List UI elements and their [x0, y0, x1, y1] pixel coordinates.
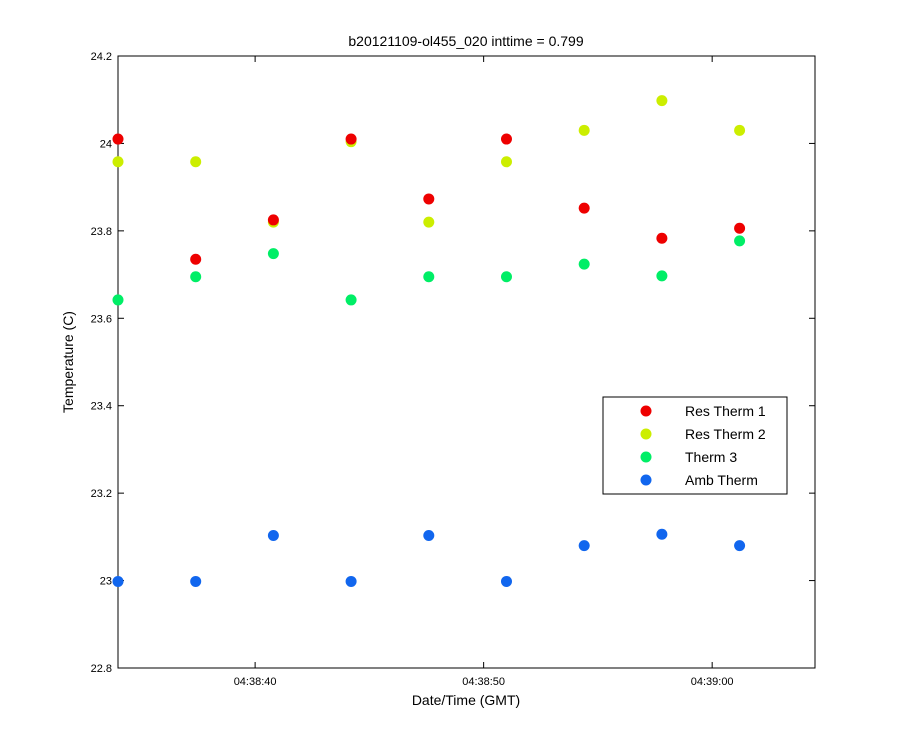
legend-marker-res-therm-2: [640, 428, 652, 440]
legend: Res Therm 1 Res Therm 2 Therm 3 Amb Ther…: [602, 396, 788, 495]
point-amb-therm: [190, 575, 202, 587]
y-tick-label: 23: [100, 576, 112, 588]
y-tick-label: 23.4: [91, 401, 112, 413]
x-axis-title: Date/Time (GMT): [412, 692, 520, 708]
legend-label-therm-3: Therm 3: [685, 449, 737, 465]
point-res-therm-2: [112, 156, 124, 168]
point-amb-therm: [578, 540, 590, 552]
point-res-therm-1: [423, 193, 435, 205]
point-res-therm-1: [345, 133, 357, 145]
point-res-therm-2: [423, 216, 435, 228]
legend-label-amb-therm: Amb Therm: [685, 472, 758, 488]
point-res-therm-1: [112, 133, 124, 145]
x-tick-label: 04:38:40: [234, 676, 277, 688]
point-res-therm-1: [656, 232, 668, 244]
point-amb-therm: [112, 575, 124, 587]
data-points: [112, 95, 746, 587]
chart-title: b20121109-ol455_020 inttime = 0.799: [348, 33, 583, 49]
y-tick-label: 24: [100, 138, 112, 150]
legend-marker-therm-3: [640, 451, 652, 463]
point-res-therm-2: [656, 95, 668, 107]
legend-label-res-therm-1: Res Therm 1: [685, 403, 766, 419]
point-therm-3: [734, 235, 746, 247]
y-tick-label: 23.6: [91, 313, 112, 325]
y-axis-title: Temperature (C): [60, 311, 76, 413]
point-therm-3: [578, 258, 590, 270]
legend-box: [602, 396, 788, 495]
point-res-therm-2: [190, 156, 202, 168]
point-therm-3: [112, 294, 124, 306]
point-therm-3: [345, 294, 357, 306]
x-tick-label: 04:38:50: [462, 676, 505, 688]
point-amb-therm: [345, 575, 357, 587]
point-amb-therm: [734, 540, 746, 552]
y-tick-label: 23.8: [91, 226, 112, 238]
point-res-therm-1: [190, 253, 202, 265]
x-tick-label: 04:39:00: [691, 676, 734, 688]
point-amb-therm: [267, 530, 279, 542]
legend-label-res-therm-2: Res Therm 2: [685, 426, 766, 442]
point-res-therm-1: [500, 133, 512, 145]
point-res-therm-2: [734, 124, 746, 136]
point-therm-3: [656, 270, 668, 282]
y-tick-label: 23.2: [91, 488, 112, 500]
point-res-therm-2: [500, 156, 512, 168]
point-res-therm-1: [734, 222, 746, 234]
legend-marker-res-therm-1: [640, 405, 652, 417]
point-therm-3: [190, 271, 202, 283]
point-res-therm-1: [578, 202, 590, 214]
point-res-therm-1: [267, 214, 279, 226]
plot-area: [117, 55, 816, 669]
point-amb-therm: [500, 575, 512, 587]
point-res-therm-2: [578, 124, 590, 136]
point-therm-3: [423, 271, 435, 283]
y-tick-label: 24.2: [91, 51, 112, 63]
y-tick-label: 22.8: [91, 663, 112, 675]
point-therm-3: [500, 271, 512, 283]
point-amb-therm: [656, 528, 668, 540]
legend-marker-amb-therm: [640, 474, 652, 486]
axis-ticks: 22.8 23 23.2 23.4 23.6 23.8 24 24.2 04:38:40 04:3…: [91, 51, 815, 688]
point-amb-therm: [423, 530, 435, 542]
point-therm-3: [267, 248, 279, 260]
